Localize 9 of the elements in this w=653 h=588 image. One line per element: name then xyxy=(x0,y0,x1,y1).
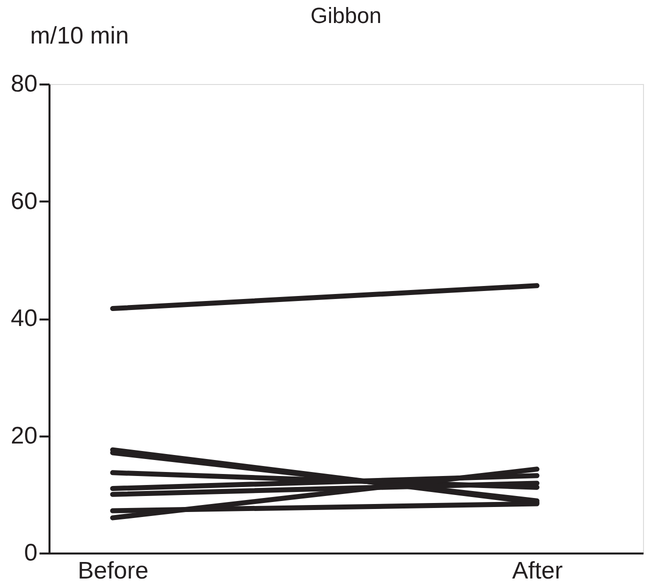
x-tick-label: After xyxy=(512,558,563,584)
y-tick-label: 60 xyxy=(10,188,38,215)
y-tick-label: 0 xyxy=(24,540,38,566)
y-axis-title: m/10 min xyxy=(30,22,129,50)
y-tick-label: 80 xyxy=(10,70,38,98)
y-tick-label: 40 xyxy=(10,305,38,332)
y-tick-label: 20 xyxy=(10,422,38,450)
x-tick-label: Before xyxy=(78,558,148,584)
chart-title: Gibbon xyxy=(310,3,382,28)
